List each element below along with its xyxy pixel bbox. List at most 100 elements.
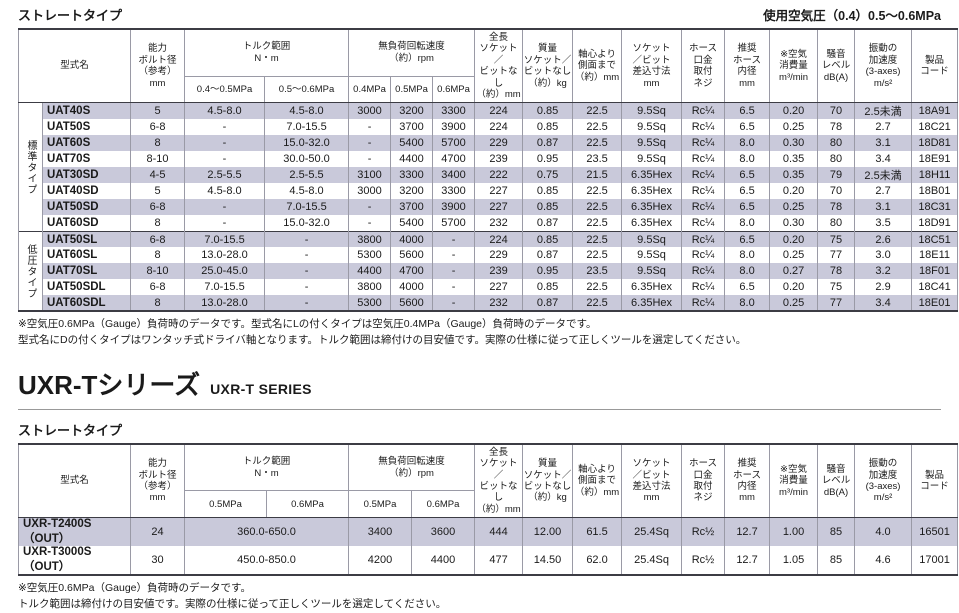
data-cell: 4400	[348, 263, 392, 280]
data-cell: 6.5	[724, 183, 771, 200]
data-cell: -	[264, 263, 350, 280]
table1-header: 型式名 能力 ボルト径 （参考） mm トルク範囲 N・m 無負荷回転速度 （約…	[17, 28, 959, 104]
data-cell: 77	[817, 295, 856, 312]
data-cell: Rc¼	[681, 167, 726, 184]
col-total-length: 全長 ソケット／ ビットなし （約）mm	[474, 28, 524, 104]
data-cell: 2.6	[854, 230, 913, 248]
data-cell: 85	[817, 517, 856, 547]
data-cell: 239	[474, 263, 524, 280]
data-cell: 8.0	[724, 263, 771, 280]
data-cell: 79	[817, 167, 856, 184]
data-cell: 3600	[411, 517, 476, 547]
data-cell: 229	[474, 135, 524, 152]
data-cell: 77	[817, 247, 856, 264]
col-torque-04-05: 0.4～0.5MPa	[184, 75, 266, 104]
data-cell: -	[432, 230, 476, 248]
data-cell: 18E11	[911, 247, 959, 264]
data-cell: 224	[474, 119, 524, 136]
data-cell: 22.5	[572, 279, 623, 296]
data-cell: 3200	[390, 183, 434, 200]
data-cell: Rc¼	[681, 135, 726, 152]
data-cell: -	[184, 135, 266, 152]
data-cell: 8.0	[724, 247, 771, 264]
type-group-label: 低圧タイプ	[18, 230, 43, 312]
data-cell: 13.0-28.0	[184, 295, 266, 312]
table-row: UXR-T3000S（OUT） 30 450.0-850.0 4200 4400 477 1…	[18, 546, 959, 576]
col-noise-level: 騒音 レベル dB(A)	[817, 28, 856, 104]
model-name-cell: UAT30SD	[41, 167, 132, 184]
table-row: UAT60SL 8 13.0-28.0-5300 5600-229 0.87 22.5 9.…	[19, 247, 959, 264]
table-row: 低圧タイプ UAT50SL 6-8 7.0-15.5-3800 4000-224 0.85…	[18, 230, 959, 312]
table-row: UAT30SD 4-5 2.5-5.5 2.5-5.5 3100 3300 3400 222 0…	[19, 167, 959, 184]
col-noise-level: 騒音 レベル dB(A)	[817, 443, 856, 519]
data-cell: 0.20	[769, 230, 819, 248]
data-cell: -	[264, 295, 350, 312]
data-cell: 78	[817, 119, 856, 136]
col-model: 型式名	[17, 28, 132, 104]
data-cell: 229	[474, 247, 524, 264]
data-cell: 70	[817, 183, 856, 200]
data-cell: 8.0	[724, 295, 771, 312]
col-air-consumption: ※空気 消費量 m³/min	[769, 28, 819, 104]
data-cell: 6.35Hex	[621, 215, 683, 232]
data-cell: 4.5-8.0	[184, 102, 266, 120]
col-total-length: 全長 ソケット／ ビットなし （約）mm	[474, 443, 524, 519]
data-cell: 22.5	[572, 119, 623, 136]
data-cell: 9.5Sq	[621, 119, 683, 136]
data-cell: 6.35Hex	[621, 279, 683, 296]
col-torque-06: 0.6MPa	[265, 490, 350, 519]
data-cell: 0.20	[769, 183, 819, 200]
data-cell: 9.5Sq	[621, 263, 683, 280]
data-cell: 9.5Sq	[621, 102, 683, 120]
table-row: UAT60SDL 8 13.0-28.0-5300 5600-232 0.87 22.5 6…	[19, 295, 959, 312]
data-cell: 0.75	[522, 167, 574, 184]
data-cell: 4.5-8.0	[264, 102, 350, 120]
data-cell: -	[348, 215, 392, 232]
data-cell: 2.9	[854, 279, 913, 296]
data-cell: 450.0-850.0	[183, 546, 350, 576]
data-cell: Rc½	[681, 546, 726, 576]
col-no-load-speed: 無負荷回転速度 （約）rpm	[348, 443, 476, 492]
data-cell: 18C51	[911, 230, 959, 248]
data-cell: -	[432, 295, 476, 312]
data-cell: 5300	[348, 247, 392, 264]
col-product-code: 製品 コード	[911, 443, 959, 519]
data-cell: 12.7	[724, 517, 771, 547]
data-cell: 444	[474, 517, 524, 547]
data-cell: 7.0-15.5	[264, 199, 350, 216]
data-cell: 2.7	[854, 119, 913, 136]
data-cell: 5400	[390, 215, 434, 232]
model-name-cell: UAT50SD	[41, 199, 132, 216]
data-cell: 6.5	[724, 119, 771, 136]
col-no-load-speed: 無負荷回転速度 （約）rpm	[348, 28, 476, 77]
data-cell: 3100	[348, 167, 392, 184]
col-torque-05: 0.5MPa	[184, 490, 267, 519]
data-cell: 0.85	[522, 183, 574, 200]
data-cell: 8-10	[130, 151, 186, 168]
table-row: UXR-T2400S（OUT） 24 360.0-650.0 3400 3600 444 1…	[18, 517, 959, 547]
data-cell: 61.5	[572, 517, 623, 547]
data-cell: 6.5	[724, 230, 771, 248]
data-cell: 2.5-5.5	[264, 167, 350, 184]
footnote-line: ※空気圧0.6MPa（Gauge）負荷時のデータです。	[18, 582, 251, 595]
col-bolt-dia: 能力 ボルト径 （参考） mm	[130, 443, 185, 519]
col-rpm-04: 0.4MPa	[348, 75, 392, 104]
data-cell: 3800	[348, 230, 392, 248]
col-torque-range: トルク範囲 N・m	[183, 443, 350, 492]
data-cell: -	[264, 230, 350, 248]
col-hose-dia: 推奨 ホース 内径 mm	[724, 28, 771, 104]
data-cell: 3000	[348, 183, 392, 200]
data-cell: 8	[130, 247, 186, 264]
data-cell: 6-8	[130, 230, 186, 248]
col-rpm-06: 0.6MPa	[432, 75, 476, 104]
data-cell: 12.00	[522, 517, 574, 547]
spec-table-uat: 型式名 能力 ボルト径 （参考） mm トルク範囲 N・m 無負荷回転速度 （約…	[17, 28, 959, 313]
col-model: 型式名	[18, 443, 131, 519]
col-socket-size: ソケット ／ビット 差込寸法 mm	[621, 28, 683, 104]
data-cell: 5	[130, 102, 186, 120]
col-rpm-05: 0.5MPa	[348, 490, 413, 519]
col-socket-size: ソケット ／ビット 差込寸法 mm	[621, 443, 683, 519]
data-cell: 8	[130, 215, 186, 232]
data-cell: -	[264, 279, 350, 296]
data-cell: 0.20	[769, 102, 819, 120]
